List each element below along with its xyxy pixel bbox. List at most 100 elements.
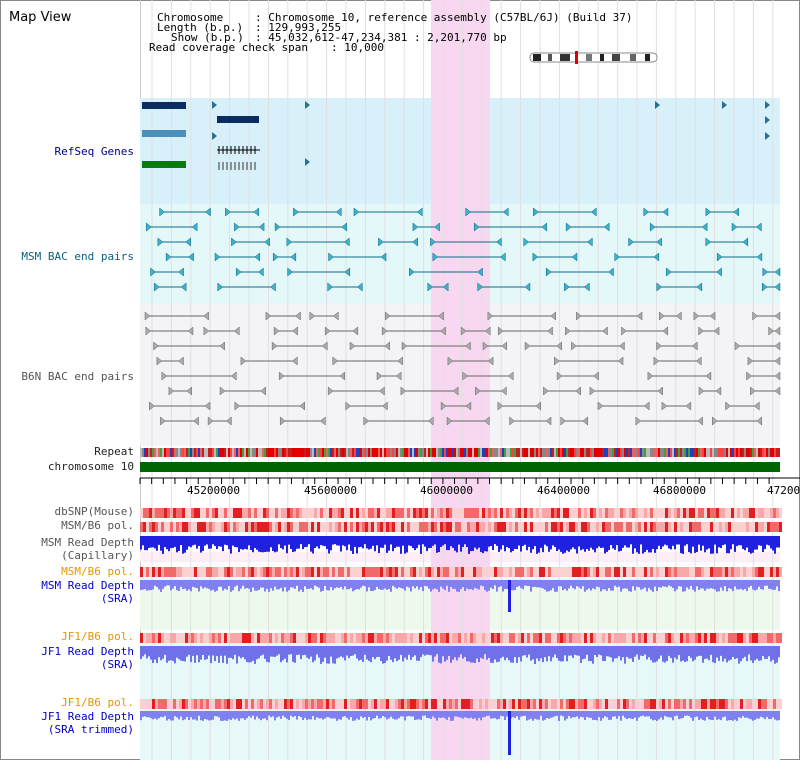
- heat-cell: [602, 508, 605, 518]
- jf1-read-depth-sra-label[interactable]: JF1 Read Depth: [41, 645, 134, 658]
- heat-cell: [356, 567, 359, 577]
- heat-cell: [668, 567, 671, 577]
- read-depth-bar: [330, 580, 332, 588]
- repeat-segment: [552, 448, 554, 457]
- heat-cell: [344, 567, 347, 577]
- read-depth-bar: [240, 536, 242, 550]
- read-depth-bar: [586, 646, 588, 655]
- read-depth-bar: [400, 580, 402, 589]
- heat-cell: [164, 633, 167, 643]
- bac-end-marker: [666, 267, 672, 277]
- heat-cell: [449, 633, 452, 643]
- heat-cell: [671, 633, 674, 643]
- heat-cell: [251, 567, 254, 577]
- read-depth-bar: [346, 580, 348, 590]
- read-depth-bar: [416, 536, 418, 549]
- msm-b6-pol-label[interactable]: MSM/B6 pol.: [61, 519, 134, 532]
- read-depth-bar: [284, 580, 286, 588]
- repeat-segment: [156, 448, 158, 457]
- jf1-b6-pol-label[interactable]: JF1/B6 pol.: [61, 630, 134, 643]
- repeat-segment: [646, 448, 648, 457]
- read-depth-bar: [380, 536, 382, 548]
- read-depth-bar: [180, 646, 182, 661]
- refseq-track-label[interactable]: RefSeq Genes: [54, 145, 134, 158]
- heat-cell: [185, 633, 188, 643]
- heat-cell: [146, 633, 149, 643]
- read-depth-bar: [618, 580, 620, 587]
- heat-cell: [266, 567, 269, 577]
- heat-cell: [299, 567, 302, 577]
- read-depth-bar: [662, 536, 664, 547]
- read-depth-bar: [276, 646, 278, 656]
- msm-read-depth-capillary-label[interactable]: MSM Read Depth: [41, 536, 134, 549]
- msm-bac-track-label[interactable]: MSM BAC end pairs: [21, 250, 134, 263]
- read-depth-bar: [472, 711, 474, 719]
- heat-cell: [722, 699, 725, 709]
- heat-cell: [374, 522, 377, 532]
- read-depth-bar: [534, 646, 536, 664]
- read-depth-bar: [204, 711, 206, 719]
- heat-cell: [338, 699, 341, 709]
- chromosome-track-label[interactable]: chromosome 10: [47, 460, 134, 473]
- dbsnp-track-label[interactable]: dbSNP(Mouse): [54, 505, 134, 518]
- msm-read-depth-sra-label[interactable]: MSM Read Depth: [41, 579, 134, 592]
- repeat-segment: [222, 448, 224, 457]
- bac-end-marker: [380, 252, 387, 262]
- read-depth-bar: [162, 711, 164, 718]
- heat-cell: [443, 567, 446, 577]
- read-depth-bar: [686, 536, 688, 545]
- bac-end-marker: [465, 207, 472, 217]
- read-depth-bar: [252, 536, 254, 553]
- b6n-bac-track-label[interactable]: B6N BAC end pairs: [21, 370, 134, 383]
- read-depth-bar: [606, 536, 608, 552]
- heat-cell: [158, 699, 161, 709]
- jf1-b6-pol-label-2[interactable]: JF1/B6 pol.: [61, 696, 134, 709]
- read-depth-bar: [142, 536, 144, 546]
- heat-cell: [536, 567, 539, 577]
- read-depth-bar: [740, 711, 742, 719]
- read-depth-bar: [480, 646, 482, 658]
- read-depth-bar: [676, 711, 678, 716]
- read-depth-bar: [676, 646, 678, 660]
- read-depth-bar: [634, 646, 636, 657]
- heat-cell: [776, 567, 779, 577]
- repeat-segment: [722, 448, 724, 457]
- read-depth-bar: [308, 536, 310, 545]
- repeat-segment: [632, 448, 634, 457]
- heat-cell: [500, 699, 503, 709]
- heat-cell: [248, 699, 251, 709]
- bac-end-marker: [180, 282, 187, 292]
- heat-cell: [200, 699, 203, 709]
- heat-cell: [188, 567, 191, 577]
- bac-end-marker: [432, 252, 439, 262]
- jf1-read-depth-trimmed-label[interactable]: JF1 Read Depth: [41, 710, 134, 723]
- repeat-segment: [320, 448, 322, 457]
- repeat-segment: [420, 448, 422, 457]
- heat-cell: [449, 508, 452, 518]
- heat-cell: [620, 699, 623, 709]
- heat-cell: [734, 522, 737, 532]
- read-depth-bar: [642, 711, 644, 716]
- heat-cell: [461, 699, 464, 709]
- repeat-segment: [338, 448, 340, 457]
- read-depth-bar: [748, 711, 750, 719]
- heat-cell: [404, 508, 407, 518]
- read-depth-bar: [620, 536, 622, 551]
- repeat-track-label[interactable]: Repeat: [94, 445, 134, 458]
- bac-end-marker: [533, 207, 539, 217]
- heat-cell: [461, 508, 464, 518]
- heat-cell: [233, 633, 236, 643]
- read-depth-bar: [346, 646, 348, 656]
- heat-cell: [518, 522, 521, 532]
- read-depth-bar: [252, 646, 254, 661]
- read-depth-bar: [484, 536, 486, 552]
- read-depth-bar: [706, 580, 708, 589]
- heat-cell: [251, 699, 254, 709]
- heat-cell: [182, 508, 185, 518]
- read-depth-bar: [216, 536, 218, 550]
- msm-b6-pol-label-2[interactable]: MSM/B6 pol.: [61, 565, 134, 578]
- heat-cell: [542, 699, 545, 709]
- heat-cell: [740, 567, 743, 577]
- bac-end-marker: [203, 326, 210, 336]
